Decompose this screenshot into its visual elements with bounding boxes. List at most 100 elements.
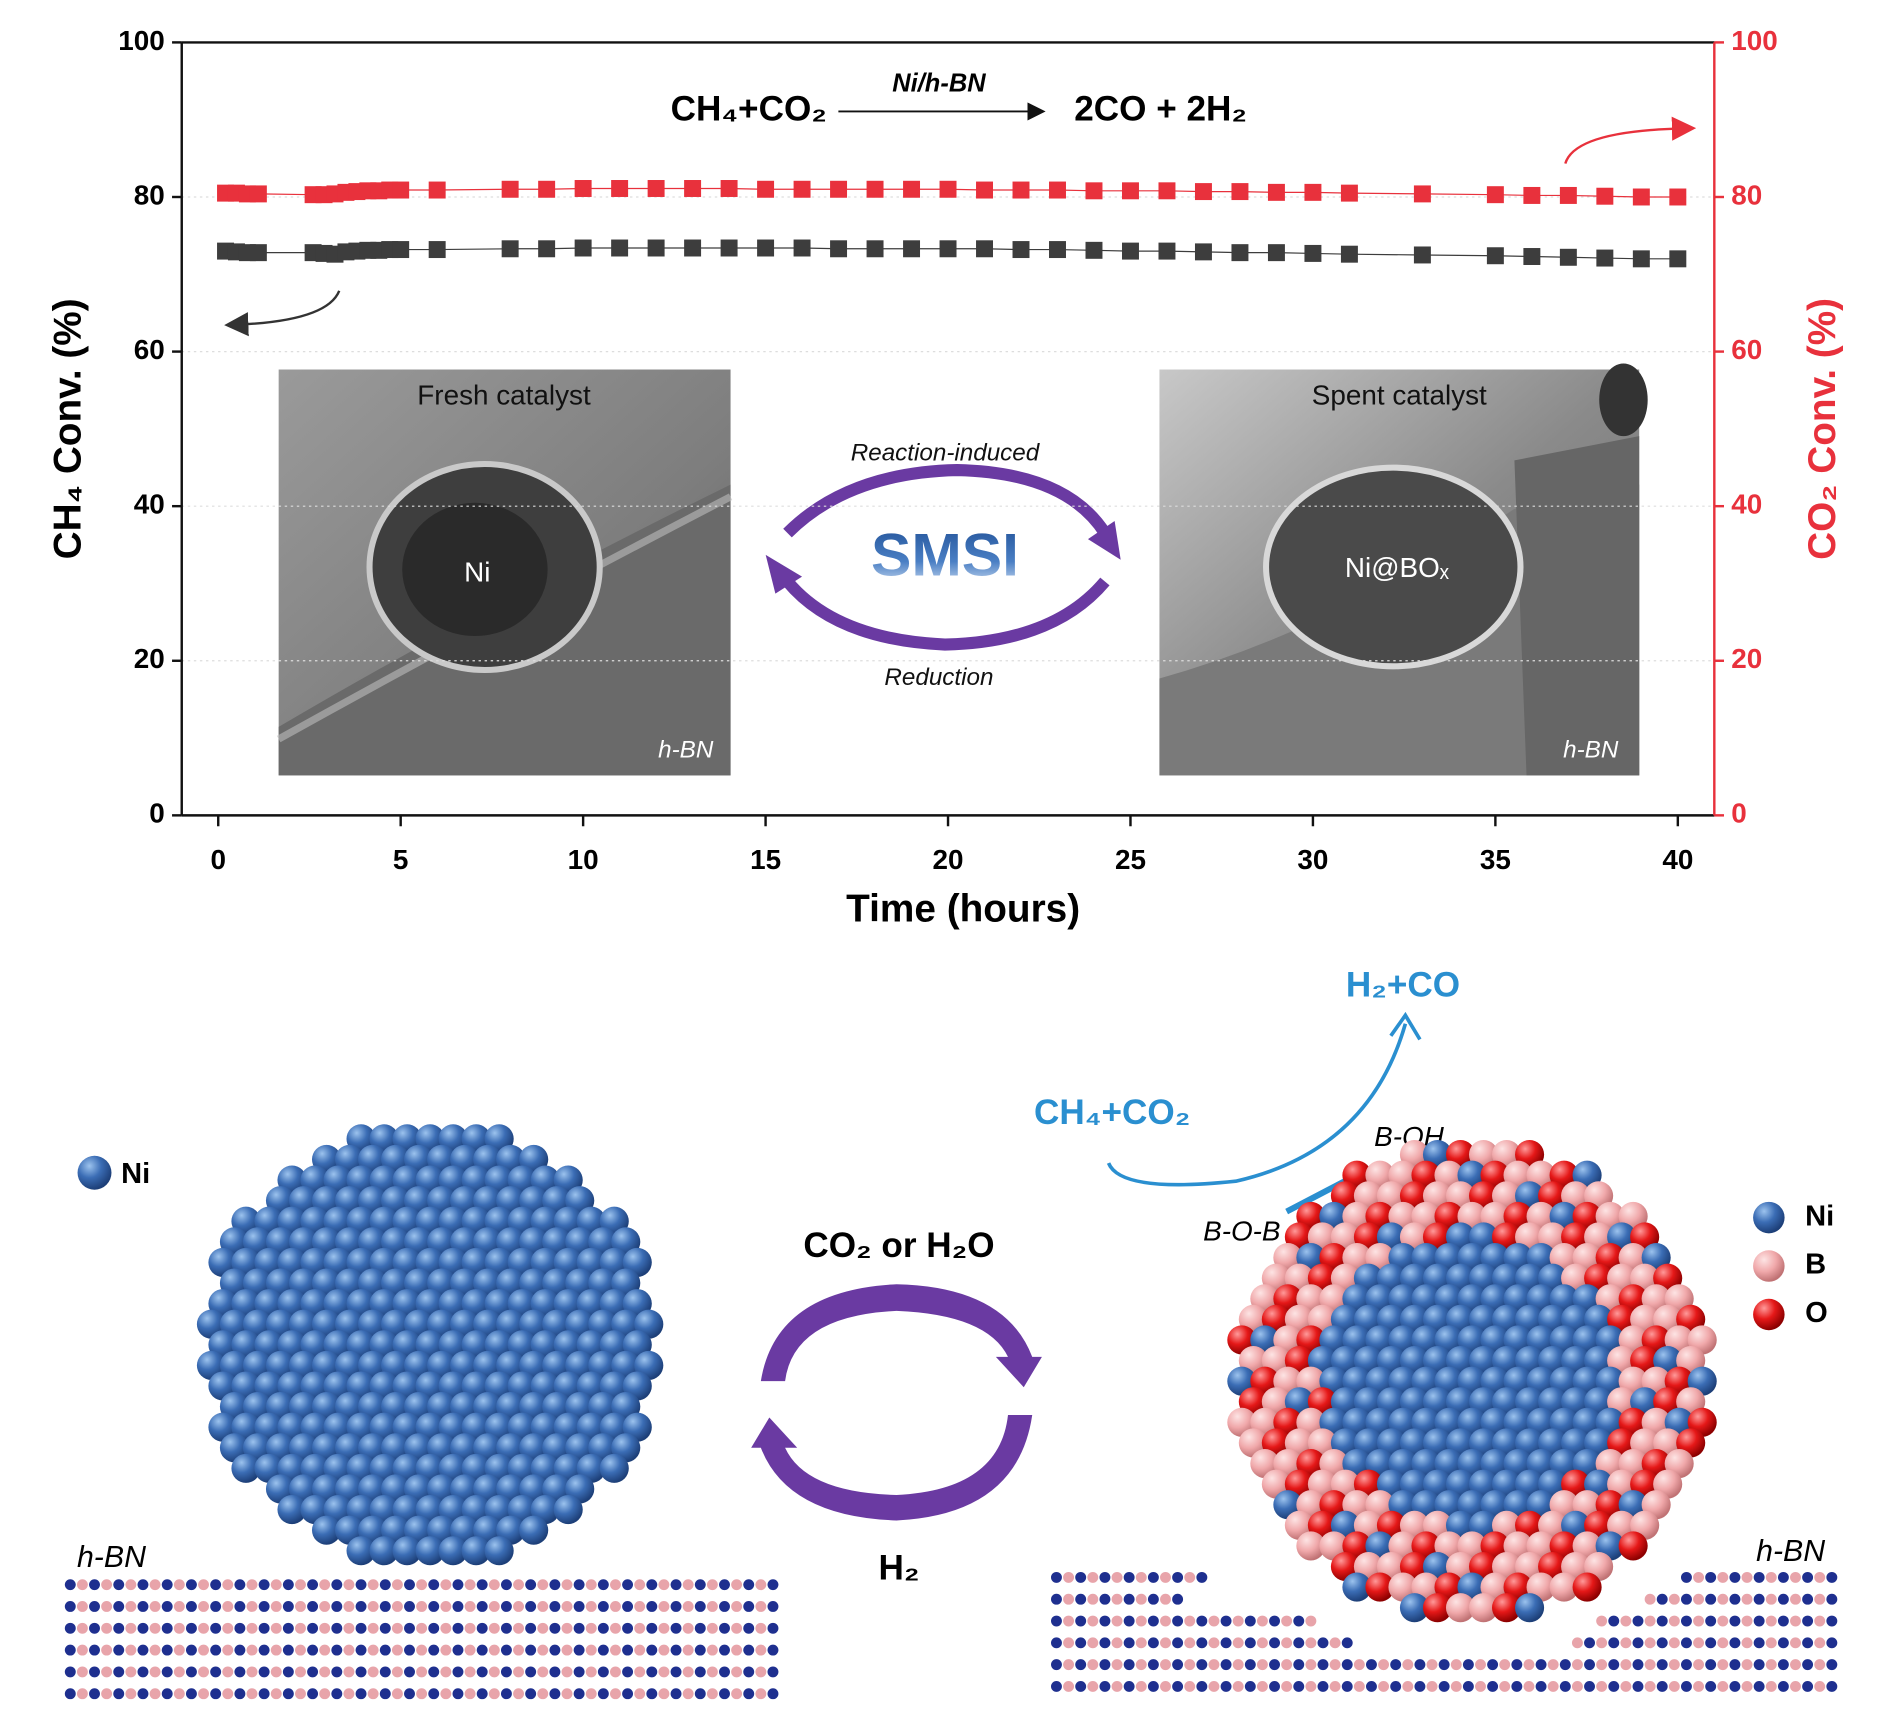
bn-atom: [610, 1666, 621, 1678]
bn-atom: [391, 1666, 403, 1678]
bn-atom: [585, 1644, 597, 1656]
bn-atom: [246, 1644, 258, 1656]
bn-atom: [1087, 1615, 1099, 1627]
legend-label: O: [1805, 1297, 1828, 1329]
bn-atom: [1656, 1615, 1668, 1627]
x-axis-title: Time (hours): [846, 887, 1080, 930]
bn-atom: [1378, 1659, 1390, 1671]
bn-atom: [295, 1601, 306, 1612]
bn-atom: [1681, 1593, 1692, 1605]
bn-atom: [1802, 1593, 1814, 1605]
bn-atom: [149, 1644, 161, 1656]
bn-atom: [622, 1688, 634, 1700]
bn-atom: [234, 1688, 246, 1700]
bn-atom: [1620, 1637, 1632, 1649]
bn-atom: [1317, 1637, 1329, 1649]
series-marker: [1121, 242, 1139, 260]
bn-atom: [1244, 1680, 1256, 1692]
series-marker: [720, 180, 738, 197]
reactants-label: CH₄+CO₂: [1034, 1093, 1190, 1132]
bn-atom: [1681, 1571, 1692, 1583]
bn-atom: [682, 1666, 694, 1678]
bn-atom: [343, 1688, 355, 1700]
bn-atom: [525, 1644, 537, 1656]
bn-atom: [610, 1622, 621, 1634]
series-marker: [830, 180, 848, 198]
bn-atom: [719, 1688, 730, 1700]
bn-atom: [1051, 1659, 1062, 1671]
bn-atom: [1135, 1680, 1147, 1692]
bn-atom: [1717, 1571, 1729, 1583]
atom: [1342, 1572, 1372, 1602]
bn-atom: [731, 1666, 743, 1678]
atom: [77, 1155, 112, 1190]
series-marker: [1231, 244, 1249, 262]
bn-atom: [367, 1644, 379, 1656]
bn-atom: [634, 1601, 646, 1612]
bn-atom: [1681, 1659, 1692, 1671]
bn-atom: [101, 1644, 113, 1656]
bn-atom: [404, 1688, 415, 1700]
bn-atom: [355, 1644, 367, 1656]
b-o-b-label: B-O-B: [1203, 1216, 1280, 1247]
bn-atom: [379, 1666, 391, 1678]
bn-atom: [173, 1666, 185, 1678]
bn-atom: [1341, 1680, 1353, 1692]
bn-atom: [355, 1666, 367, 1678]
bn-atom: [1487, 1659, 1499, 1671]
bn-atom: [610, 1688, 621, 1700]
bn-atom: [76, 1666, 88, 1678]
y-tick-label: 0: [149, 798, 165, 829]
bn-atom: [488, 1644, 500, 1656]
bn-atom: [670, 1644, 682, 1656]
bn-atom: [500, 1688, 512, 1700]
bn-atom: [319, 1666, 331, 1678]
bn-atom: [1220, 1615, 1232, 1627]
bn-atom: [1172, 1659, 1184, 1671]
bn-atom: [1765, 1659, 1777, 1671]
bn-atom: [1765, 1571, 1777, 1583]
bn-atom: [1826, 1593, 1838, 1605]
bn-atom: [1777, 1615, 1789, 1627]
series-marker: [1049, 241, 1066, 259]
bn-atom: [125, 1601, 137, 1612]
tem-fresh: [276, 369, 733, 776]
bn-atom: [537, 1579, 549, 1591]
series-marker: [1669, 188, 1687, 206]
bn-atom: [1232, 1615, 1244, 1627]
bn-atom: [452, 1579, 464, 1591]
bn-atom: [270, 1601, 282, 1612]
bn-atom: [670, 1579, 682, 1591]
series-marker: [684, 239, 702, 257]
bn-atom: [755, 1666, 767, 1678]
bn-atom: [1378, 1680, 1390, 1692]
bn-atom: [1196, 1659, 1208, 1671]
atom: [1445, 1593, 1476, 1623]
series-marker: [1231, 183, 1249, 201]
bn-atom: [706, 1579, 718, 1591]
y2-tick-label: 40: [1731, 489, 1762, 520]
atom: [1549, 1572, 1579, 1602]
atom: [346, 1536, 376, 1566]
bn-atom: [113, 1622, 125, 1634]
bn-atom: [113, 1666, 125, 1678]
series-marker: [1486, 247, 1504, 265]
bn-atom: [1099, 1615, 1111, 1627]
series-marker: [1267, 244, 1285, 262]
bn-atom: [1584, 1680, 1595, 1692]
bn-atom: [1208, 1615, 1220, 1627]
bn-atom: [101, 1622, 113, 1634]
bn-atom: [1063, 1637, 1075, 1649]
bn-atom: [1584, 1637, 1595, 1649]
bn-atom: [476, 1688, 488, 1700]
bn-atom: [731, 1688, 743, 1700]
bn-atom: [222, 1666, 234, 1678]
bn-atom: [1644, 1659, 1656, 1671]
bn-atom: [1147, 1571, 1159, 1583]
bn-atom: [1753, 1659, 1765, 1671]
bn-atom: [1111, 1615, 1123, 1627]
bn-atom: [743, 1644, 755, 1656]
bn-atom: [1220, 1659, 1232, 1671]
